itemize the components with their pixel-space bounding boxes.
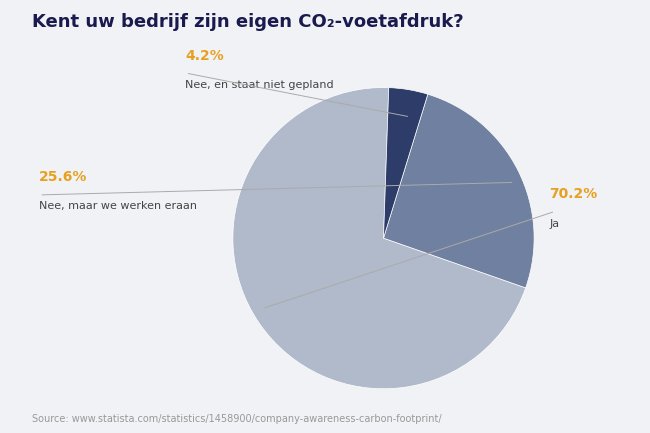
Text: Kent uw bedrijf zijn eigen CO₂-voetafdruk?: Kent uw bedrijf zijn eigen CO₂-voetafdru…: [32, 13, 464, 31]
Text: 25.6%: 25.6%: [39, 170, 87, 184]
Wedge shape: [384, 87, 428, 238]
Text: 4.2%: 4.2%: [185, 49, 224, 63]
Text: 70.2%: 70.2%: [549, 187, 597, 201]
Wedge shape: [384, 94, 534, 288]
Text: Ja: Ja: [549, 219, 560, 229]
Text: Source: www.statista.com/statistics/1458900/company-awareness-carbon-footprint/: Source: www.statista.com/statistics/1458…: [32, 414, 442, 424]
Text: Nee, en staat niet gepland: Nee, en staat niet gepland: [185, 80, 334, 90]
Wedge shape: [233, 87, 526, 389]
Text: Nee, maar we werken eraan: Nee, maar we werken eraan: [39, 201, 197, 211]
